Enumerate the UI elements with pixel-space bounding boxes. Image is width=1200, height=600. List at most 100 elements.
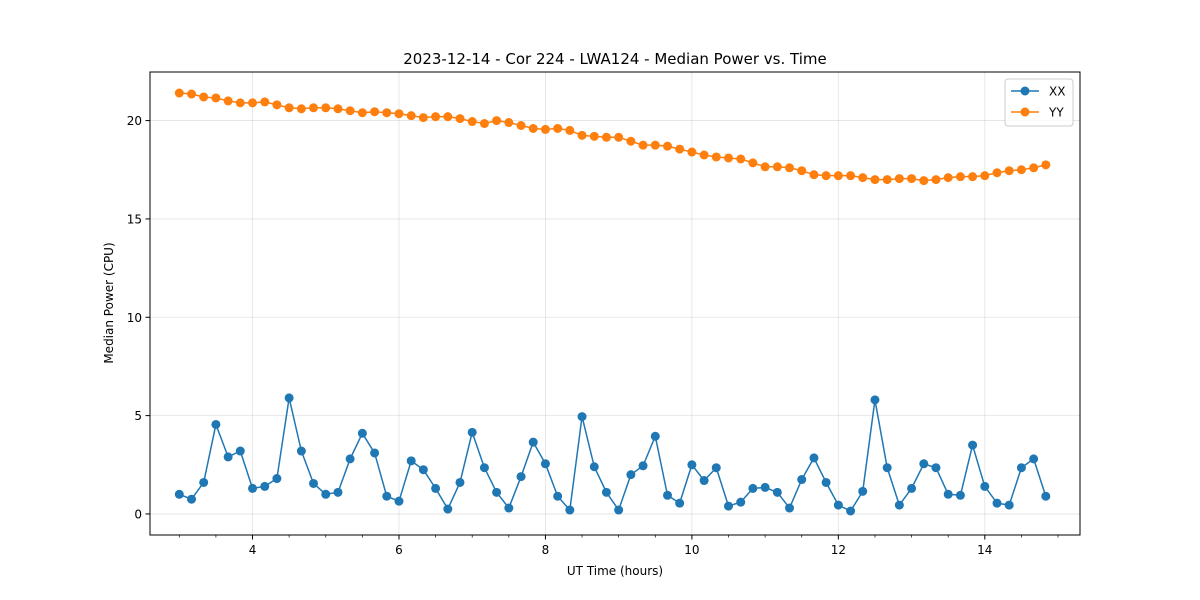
data-point-yy [516,121,526,130]
data-point-xx [418,465,428,475]
data-point-xx [467,427,477,437]
data-point-xx [1029,454,1039,464]
data-point-yy [638,140,648,150]
data-point-yy [894,174,904,184]
data-point-yy [260,97,270,107]
series-yy [174,88,1051,186]
data-point-yy [479,119,489,129]
data-point-yy [321,103,331,113]
data-point-yy [882,175,892,185]
data-point-xx [370,448,380,458]
data-point-yy [687,147,697,157]
data-point-xx [516,472,526,482]
data-point-yy [748,158,758,168]
x-tick-label: 12 [831,543,846,557]
data-point-xx [736,497,746,507]
legend: XX YY [1004,78,1074,127]
data-point-xx [382,491,392,501]
data-point-xx [711,463,721,473]
x-tick-label: 8 [542,543,550,557]
data-point-yy [760,162,770,172]
data-point-yy [357,108,367,118]
data-point-xx [882,463,892,473]
data-point-xx [492,487,502,497]
data-point-yy [235,98,245,108]
data-point-yy [528,123,538,133]
data-point-yy [394,109,404,119]
y-tick-label: 10 [127,311,142,325]
data-point-yy [370,107,380,117]
data-point-yy [382,108,392,118]
data-point-yy [345,106,355,116]
x-axis-label: UT Time (hours) [567,564,663,578]
data-point-xx [431,483,441,493]
data-point-yy [406,111,416,121]
plot-frame [149,71,1081,536]
data-point-yy [211,93,221,103]
data-point-yy [955,172,965,182]
data-point-yy [577,130,587,140]
series-layer [174,88,1051,516]
data-point-yy [919,176,929,186]
y-tick-label: 0 [134,507,142,521]
data-point-yy [1029,163,1039,173]
data-point-xx [479,463,489,473]
data-point-yy [565,125,575,135]
data-point-xx [577,412,587,422]
data-point-xx [724,501,733,511]
data-point-xx [345,454,355,464]
data-point-yy [589,131,599,141]
data-point-yy [626,136,636,146]
data-point-yy [553,123,563,133]
data-point-yy [968,172,978,182]
x-tick-label: 10 [684,543,699,557]
data-point-xx [504,503,514,513]
data-point-yy [418,113,428,123]
y-tick-label: 15 [127,212,142,226]
legend-marker-yy [1020,107,1030,117]
y-tick-label: 20 [127,114,142,128]
data-point-yy [455,114,465,124]
data-point-xx [675,498,685,508]
data-point-xx [199,477,209,487]
x-tick-label: 6 [395,543,403,557]
data-point-xx [614,505,624,515]
data-point-xx [638,461,648,471]
data-point-xx [601,487,611,497]
data-point-yy [992,168,1002,178]
data-point-yy [333,104,343,114]
legend-label-yy: YY [1048,106,1064,120]
data-point-yy [931,175,941,185]
data-point-xx [553,491,563,501]
data-point-yy [809,170,819,180]
data-point-xx [260,481,270,491]
data-point-yy [907,174,917,184]
data-point-yy [650,140,660,150]
data-point-xx [626,470,636,480]
data-point-xx [809,453,819,463]
data-point-yy [174,88,184,98]
x-tick-label: 4 [249,543,257,557]
series-xx [174,393,1051,516]
data-point-xx [931,463,941,473]
data-point-xx [980,481,990,491]
data-point-xx [919,459,929,469]
data-point-xx [846,506,856,516]
data-point-xx [211,419,221,429]
data-point-xx [968,440,978,450]
data-point-xx [309,478,319,488]
data-point-yy [284,103,294,113]
data-point-xx [589,462,599,472]
data-point-xx [455,477,465,487]
data-point-xx [174,489,184,499]
data-point-yy [272,100,282,110]
data-point-xx [565,505,575,515]
data-point-xx [1041,491,1051,501]
data-point-xx [187,494,197,504]
data-point-xx [943,489,953,499]
data-point-yy [601,132,611,142]
data-point-xx [699,476,709,486]
chart-title: 2023-12-14 - Cor 224 - LWA124 - Median P… [403,50,827,68]
data-point-xx [528,437,538,447]
data-point-yy [785,163,794,173]
